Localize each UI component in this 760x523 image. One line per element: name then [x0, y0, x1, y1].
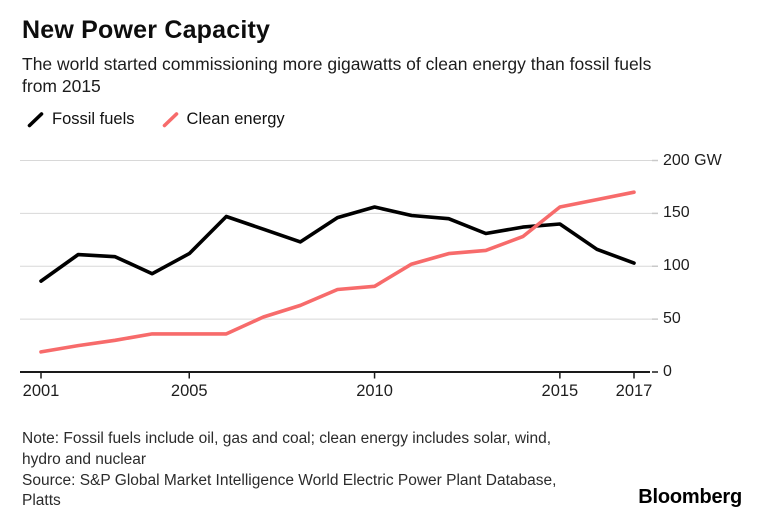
- legend-item-fossil-fuels: Fossil fuels: [26, 110, 135, 129]
- chart-subtitle: The world started commissioning more gig…: [22, 53, 651, 97]
- y-axis-label-0: 0: [663, 363, 672, 380]
- y-axis-label-50: 50: [663, 310, 681, 328]
- x-axis-label-2001: 2001: [22, 382, 60, 400]
- legend-item-clean-energy: Clean energy: [161, 110, 285, 129]
- x-axis-label-2005: 2005: [170, 382, 208, 400]
- source-line-2: Platts: [22, 492, 61, 510]
- note-and-source-text: Note: Fossil fuels include oil, gas and …: [22, 429, 556, 512]
- chart-title: New Power Capacity: [22, 16, 271, 44]
- chart-legend: Fossil fuels Clean energy: [26, 110, 285, 129]
- chart-subtitle-line-2: from 2015: [22, 76, 101, 96]
- note-line-2: hydro and nuclear: [22, 450, 147, 468]
- series-line-clean-energy: [39, 190, 636, 354]
- fossil-fuels-line-swatch-icon: [27, 111, 44, 127]
- legend-label-fossil-fuels: Fossil fuels: [52, 110, 135, 128]
- x-axis-label-2010: 2010: [356, 382, 393, 400]
- chart-subtitle-line-1: The world started commissioning more gig…: [22, 54, 652, 74]
- y-axis-label-200: 200 GW: [663, 151, 722, 169]
- note-line-1: Note: Fossil fuels include oil, gas and …: [22, 430, 552, 447]
- clean-energy-line-swatch-icon: [162, 111, 178, 127]
- bloomberg-logo: Bloomberg: [638, 486, 742, 508]
- legend-label-clean-energy: Clean energy: [186, 110, 285, 128]
- x-axis-label-2017: 2017: [615, 382, 653, 400]
- y-axis-label-100: 100: [663, 257, 690, 275]
- y-axis-label-150: 150: [663, 204, 690, 222]
- x-axis-label-2015: 2015: [541, 382, 579, 400]
- source-line-1: Source: S&P Global Market Intelligence W…: [22, 471, 557, 489]
